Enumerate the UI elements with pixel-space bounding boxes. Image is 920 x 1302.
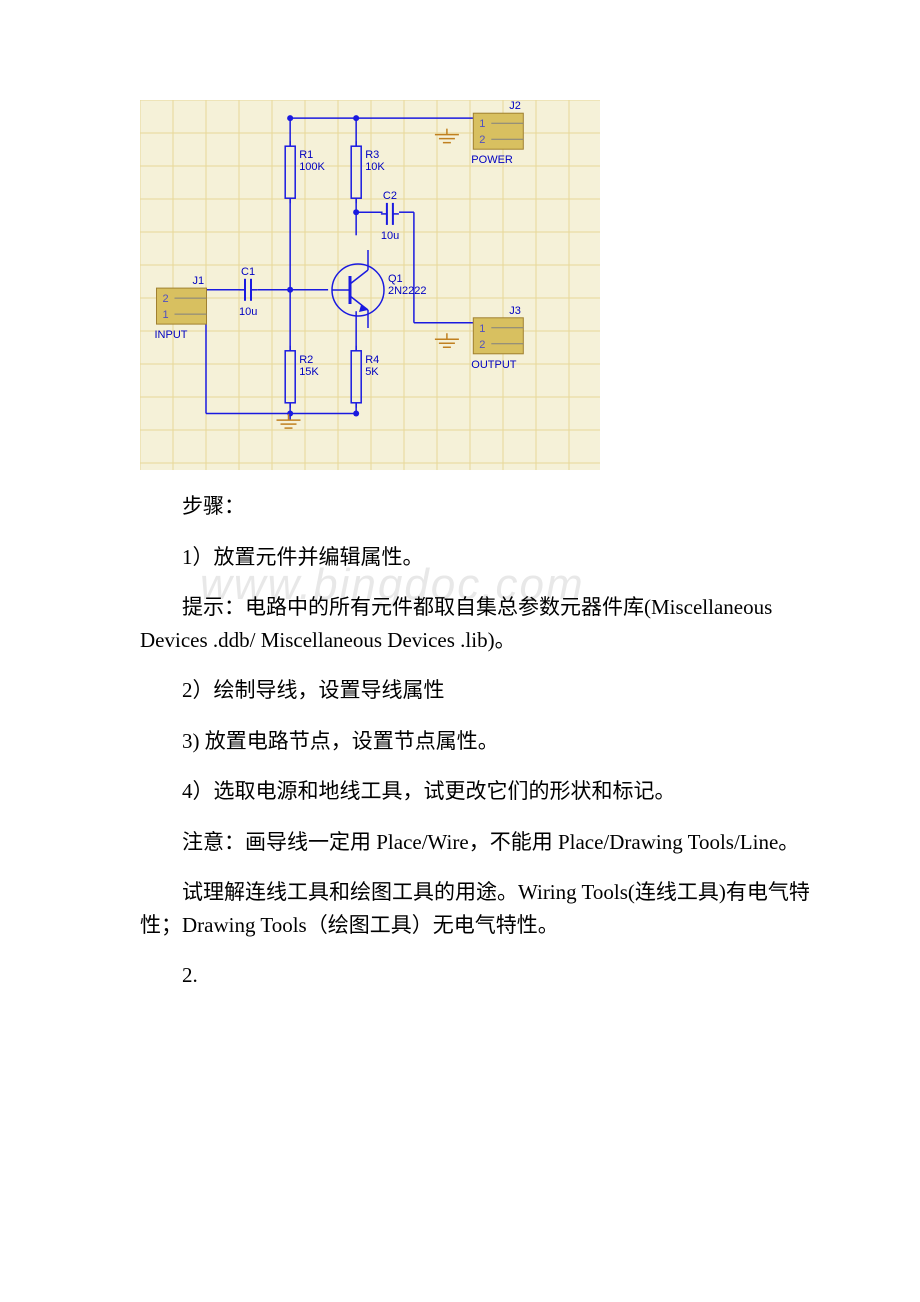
- svg-text:5K: 5K: [365, 366, 379, 378]
- svg-text:R2: R2: [299, 354, 313, 366]
- svg-text:C1: C1: [241, 266, 255, 278]
- schematic-figure: R1100K R310K R215K R45K C1 10u C2 10u Q12N2222 2 1…: [140, 100, 600, 470]
- svg-text:10K: 10K: [365, 161, 385, 173]
- svg-text:OUTPUT: OUTPUT: [471, 359, 517, 371]
- svg-text:R1: R1: [299, 149, 313, 161]
- step-1-hint: 提示：电路中的所有元件都取自集总参数元器件库(Miscellaneous Dev…: [140, 591, 820, 656]
- svg-text:1: 1: [163, 309, 169, 321]
- svg-text:C2: C2: [383, 190, 397, 202]
- svg-text:1: 1: [479, 118, 485, 130]
- step-1: 1）放置元件并编辑属性。: [140, 541, 820, 574]
- step-heading: 步骤：: [140, 490, 820, 523]
- svg-text:Q1: Q1: [388, 273, 403, 285]
- svg-text:2: 2: [479, 339, 485, 351]
- svg-text:2N2222: 2N2222: [388, 285, 427, 297]
- svg-text:R3: R3: [365, 149, 379, 161]
- svg-text:100K: 100K: [299, 161, 325, 173]
- svg-text:15K: 15K: [299, 366, 319, 378]
- svg-text:J2: J2: [509, 100, 521, 112]
- svg-text:1: 1: [479, 323, 485, 335]
- step-3: 3) 放置电路节点，设置节点属性。: [140, 725, 820, 758]
- step-4: 4）选取电源和地线工具，试更改它们的形状和标记。: [140, 775, 820, 808]
- note-1: 注意：画导线一定用 Place/Wire，不能用 Place/Drawing T…: [140, 826, 820, 859]
- svg-text:R4: R4: [365, 354, 379, 366]
- note-2: 试理解连线工具和绘图工具的用途。Wiring Tools(连线工具)有电气特性；…: [140, 876, 820, 941]
- svg-text:INPUT: INPUT: [155, 329, 188, 341]
- item-2: 2.: [140, 959, 820, 992]
- step-2: 2）绘制导线，设置导线属性: [140, 674, 820, 707]
- svg-text:2: 2: [163, 293, 169, 305]
- svg-text:10u: 10u: [381, 230, 399, 242]
- svg-text:10u: 10u: [239, 306, 257, 318]
- svg-text:POWER: POWER: [471, 154, 513, 166]
- svg-text:J1: J1: [193, 275, 205, 287]
- svg-text:J3: J3: [509, 305, 521, 317]
- svg-text:2: 2: [479, 134, 485, 146]
